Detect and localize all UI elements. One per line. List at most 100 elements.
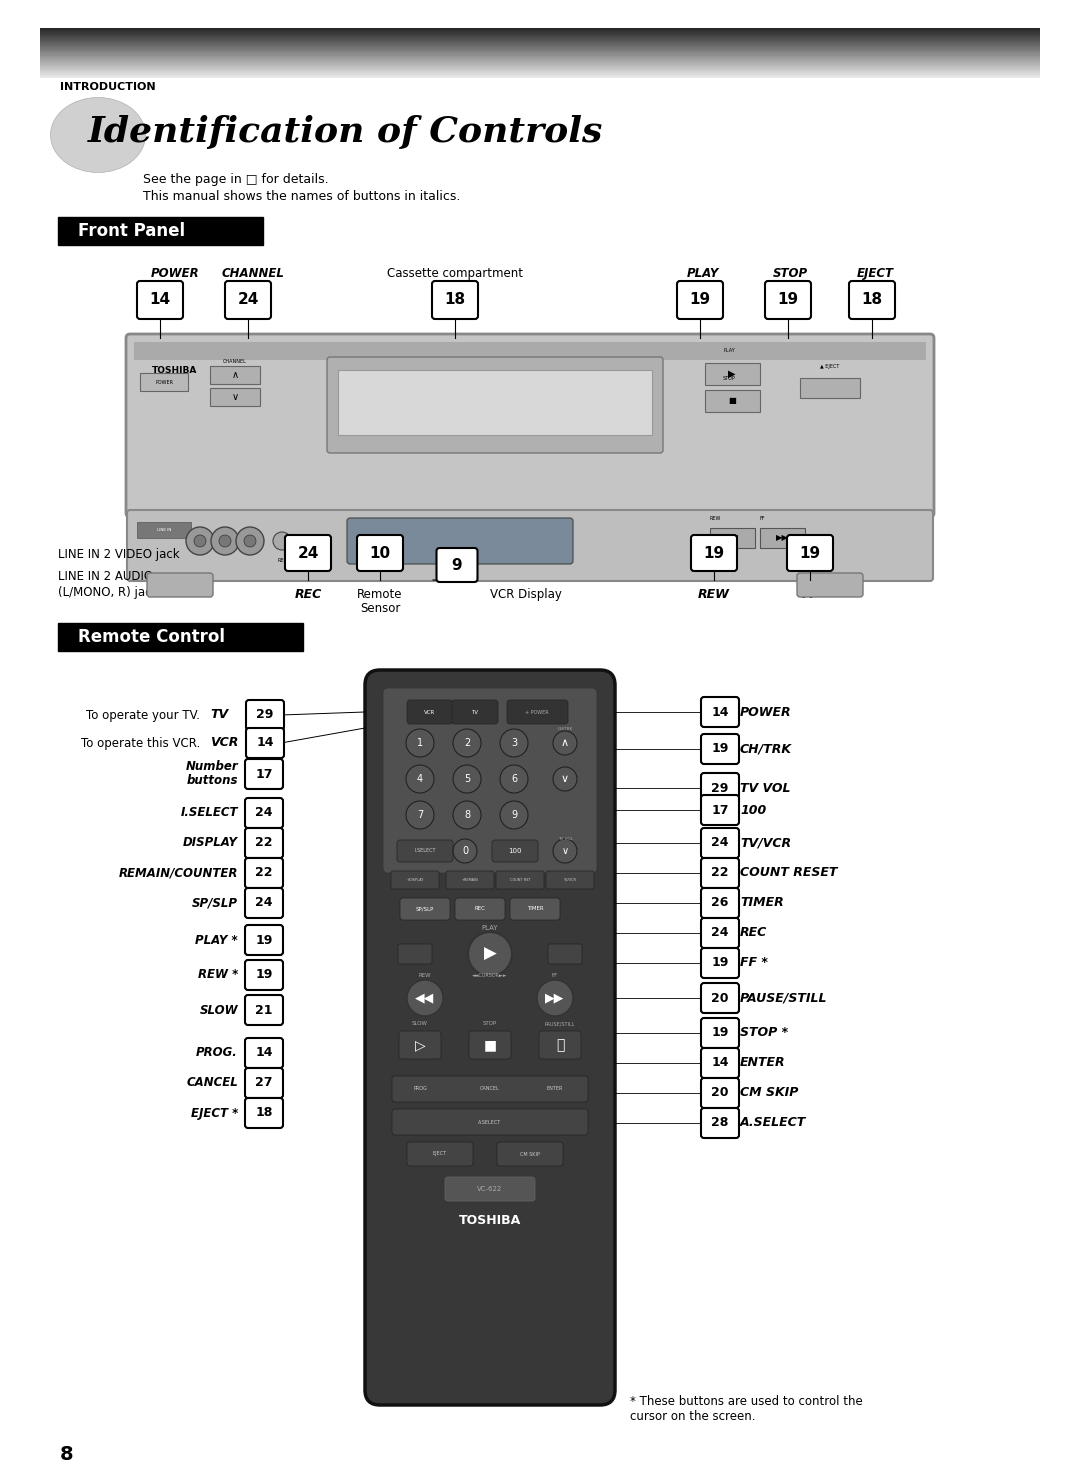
Text: ∨: ∨ [562, 846, 568, 856]
Text: 7: 7 [417, 810, 423, 819]
Text: LINE IN: LINE IN [157, 528, 172, 532]
Circle shape [553, 839, 577, 864]
Text: STOP *: STOP * [740, 1026, 788, 1040]
Text: 8: 8 [464, 810, 470, 819]
Text: CM SKIP: CM SKIP [740, 1087, 798, 1099]
Text: 18: 18 [445, 293, 465, 308]
FancyBboxPatch shape [245, 1068, 283, 1097]
Text: TOSHIBA: TOSHIBA [459, 1213, 522, 1226]
Text: FF: FF [552, 973, 558, 978]
Text: 19: 19 [712, 1026, 729, 1040]
Text: FF *: FF * [740, 957, 768, 970]
FancyBboxPatch shape [399, 1031, 441, 1059]
FancyBboxPatch shape [492, 840, 538, 862]
FancyBboxPatch shape [446, 871, 494, 889]
Text: VCR Display: VCR Display [490, 589, 562, 600]
Text: buttons: buttons [187, 775, 238, 787]
Text: CANCEL: CANCEL [481, 1087, 500, 1092]
FancyBboxPatch shape [539, 1031, 581, 1059]
FancyBboxPatch shape [677, 281, 723, 319]
Bar [210, 365, 260, 385]
Text: A.SELECT: A.SELECT [478, 1120, 501, 1124]
Text: ◀◀: ◀◀ [726, 534, 739, 543]
Text: 14: 14 [149, 293, 171, 308]
Text: 17: 17 [255, 768, 273, 781]
Text: REW *: REW * [198, 969, 238, 982]
Text: Front Panel: Front Panel [78, 222, 185, 240]
Circle shape [453, 765, 481, 793]
Text: 19: 19 [255, 969, 272, 982]
Text: ▶: ▶ [484, 945, 497, 963]
Text: +REMAIN: +REMAIN [461, 879, 478, 881]
Text: ENTER: ENTER [740, 1056, 785, 1069]
Text: ∧: ∧ [561, 738, 569, 748]
FancyBboxPatch shape [246, 728, 284, 759]
Text: 8: 8 [60, 1445, 73, 1464]
Text: TV: TV [210, 708, 228, 722]
Text: POWER: POWER [740, 705, 792, 719]
Text: 29: 29 [712, 781, 729, 794]
FancyBboxPatch shape [546, 871, 594, 889]
Text: 14: 14 [712, 705, 729, 719]
Text: TV VOL: TV VOL [557, 837, 572, 842]
Text: FF: FF [760, 516, 766, 521]
Text: SLOW: SLOW [200, 1003, 238, 1016]
Text: REC: REC [295, 589, 322, 600]
Text: I.SELECT: I.SELECT [180, 806, 238, 819]
Text: POWER: POWER [156, 380, 173, 385]
FancyBboxPatch shape [510, 898, 561, 920]
FancyBboxPatch shape [357, 535, 403, 571]
Circle shape [500, 729, 528, 757]
FancyBboxPatch shape [701, 796, 739, 825]
FancyBboxPatch shape [797, 572, 863, 598]
Text: 9: 9 [511, 810, 517, 819]
Text: 14: 14 [256, 737, 273, 750]
Circle shape [244, 535, 256, 547]
Text: 24: 24 [255, 896, 273, 910]
Text: STOP: STOP [723, 376, 735, 382]
Bar [710, 528, 755, 549]
FancyBboxPatch shape [455, 898, 505, 920]
Text: 19: 19 [712, 742, 729, 756]
Text: REC: REC [740, 926, 767, 939]
FancyBboxPatch shape [126, 334, 934, 518]
Text: 19: 19 [255, 933, 272, 947]
FancyBboxPatch shape [701, 697, 739, 728]
FancyBboxPatch shape [392, 1109, 588, 1134]
Text: 3: 3 [511, 738, 517, 748]
Text: REW: REW [710, 516, 721, 521]
Text: EJECT: EJECT [433, 1152, 447, 1157]
Text: 22: 22 [255, 867, 273, 880]
Text: PAUSE/STILL: PAUSE/STILL [740, 991, 827, 1004]
FancyBboxPatch shape [246, 700, 284, 731]
FancyBboxPatch shape [701, 1078, 739, 1108]
FancyBboxPatch shape [245, 1097, 283, 1128]
Text: 20: 20 [712, 991, 729, 1004]
Text: ◀◀: ◀◀ [416, 991, 434, 1004]
Bar [760, 528, 805, 549]
FancyBboxPatch shape [497, 1142, 563, 1165]
Text: 24: 24 [255, 806, 273, 819]
Circle shape [407, 981, 443, 1016]
Text: TV: TV [472, 710, 478, 714]
Circle shape [453, 802, 481, 830]
Text: Cassette compartment: Cassette compartment [387, 268, 523, 280]
Text: 19: 19 [689, 293, 711, 308]
Text: 19: 19 [712, 957, 729, 970]
Text: FF: FF [801, 589, 819, 600]
Text: * These buttons are used to control the
cursor on the screen.: * These buttons are used to control the … [630, 1395, 863, 1423]
Text: LINE IN 2 VIDEO jack: LINE IN 2 VIDEO jack [58, 549, 179, 561]
Text: ENTER: ENTER [546, 1087, 563, 1092]
Text: See the page in □ for details.: See the page in □ for details. [143, 173, 328, 186]
Text: PAUSE/STILL: PAUSE/STILL [544, 1021, 576, 1026]
Bar [705, 390, 760, 413]
Text: PROG.: PROG. [197, 1047, 238, 1059]
Circle shape [553, 768, 577, 791]
FancyBboxPatch shape [245, 960, 283, 989]
FancyBboxPatch shape [701, 1018, 739, 1049]
Text: Identification of Controls: Identification of Controls [87, 115, 604, 149]
Circle shape [453, 839, 477, 864]
Text: PLAY: PLAY [687, 268, 719, 280]
FancyBboxPatch shape [327, 356, 663, 453]
Text: CHANNEL: CHANNEL [224, 359, 247, 364]
